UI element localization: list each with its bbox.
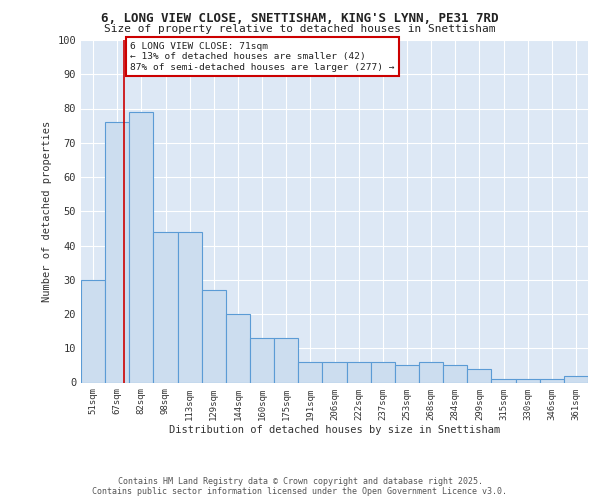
Text: 6, LONG VIEW CLOSE, SNETTISHAM, KING'S LYNN, PE31 7RD: 6, LONG VIEW CLOSE, SNETTISHAM, KING'S L… [101, 12, 499, 25]
X-axis label: Distribution of detached houses by size in Snettisham: Distribution of detached houses by size … [169, 425, 500, 435]
Text: Size of property relative to detached houses in Snettisham: Size of property relative to detached ho… [104, 24, 496, 34]
Bar [274, 338, 298, 382]
Text: Contains HM Land Registry data © Crown copyright and database right 2025.
Contai: Contains HM Land Registry data © Crown c… [92, 476, 508, 496]
Y-axis label: Number of detached properties: Number of detached properties [42, 120, 52, 302]
Bar [371, 362, 395, 382]
Bar [395, 366, 419, 382]
Bar [491, 379, 515, 382]
Bar [226, 314, 250, 382]
Bar [564, 376, 588, 382]
Bar [81, 280, 105, 382]
Bar [419, 362, 443, 382]
Bar [347, 362, 371, 382]
Bar [154, 232, 178, 382]
Bar [298, 362, 322, 382]
Bar [467, 369, 491, 382]
Bar [129, 112, 154, 382]
Bar [105, 122, 129, 382]
Bar [178, 232, 202, 382]
Bar [250, 338, 274, 382]
Bar [540, 379, 564, 382]
Bar [322, 362, 347, 382]
Text: 6 LONG VIEW CLOSE: 71sqm
← 13% of detached houses are smaller (42)
87% of semi-d: 6 LONG VIEW CLOSE: 71sqm ← 13% of detach… [130, 42, 395, 72]
Bar [443, 366, 467, 382]
Bar [202, 290, 226, 382]
Bar [515, 379, 540, 382]
